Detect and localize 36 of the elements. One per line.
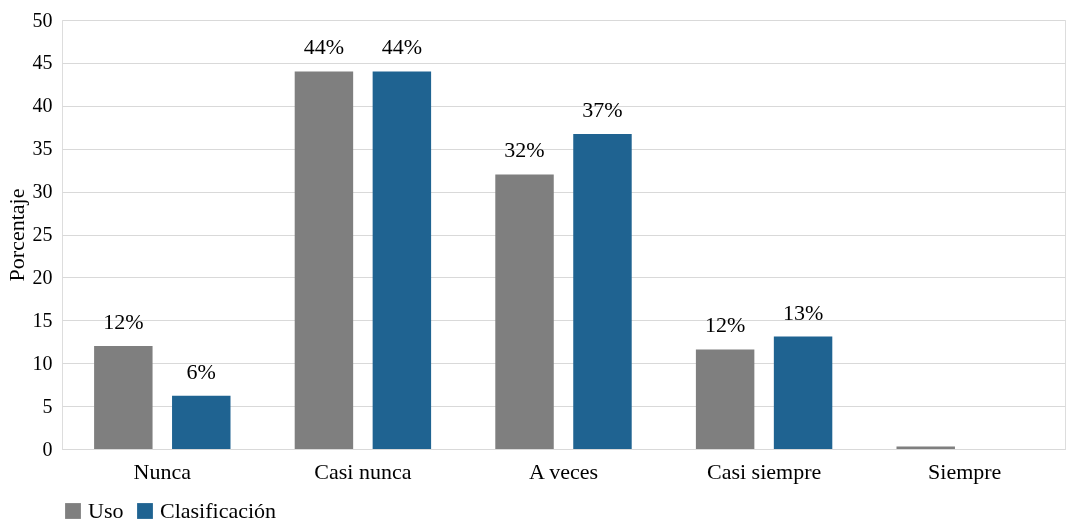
y-tick-label: 50: [32, 8, 53, 31]
x-tick-label: Casi nunca: [314, 458, 412, 484]
y-tick-label: 5: [42, 394, 53, 417]
y-tick-label: 35: [32, 137, 53, 160]
data-label: 32%: [504, 137, 545, 163]
data-label: 12%: [704, 312, 746, 338]
bar: [172, 395, 231, 449]
x-tick-label: Nunca: [133, 458, 192, 484]
bar: [896, 446, 955, 449]
bar: [695, 349, 755, 449]
y-tick-label: 40: [32, 94, 53, 117]
y-tick-label: 0: [42, 437, 53, 460]
x-tick-label: Casi siempre: [706, 458, 822, 484]
y-tick-label: 25: [32, 223, 53, 245]
data-label: 44%: [303, 34, 345, 60]
y-tick-label: 20: [32, 265, 53, 288]
bar: [94, 346, 153, 449]
data-label: 13%: [782, 299, 824, 325]
y-tick-label: 45: [32, 51, 53, 74]
bar: [573, 134, 632, 449]
x-tick-label: Siempre: [928, 458, 1002, 484]
bar: [294, 71, 354, 449]
data-label: 12%: [103, 309, 144, 335]
y-tick-label: 30: [32, 180, 53, 203]
bar: [372, 71, 432, 449]
data-label: 6%: [186, 358, 216, 384]
legend-label: Clasificación: [160, 498, 277, 523]
y-tick-label: 10: [32, 351, 53, 374]
data-label: 37%: [582, 97, 623, 123]
x-tick-label: A veces: [528, 458, 599, 484]
legend-label: Uso: [88, 498, 124, 523]
y-tick-label: 15: [32, 308, 53, 331]
bar: [495, 174, 554, 449]
data-label: 44%: [381, 34, 423, 60]
y-axis-title: Porcentaje: [3, 188, 29, 282]
bar: [773, 336, 833, 449]
